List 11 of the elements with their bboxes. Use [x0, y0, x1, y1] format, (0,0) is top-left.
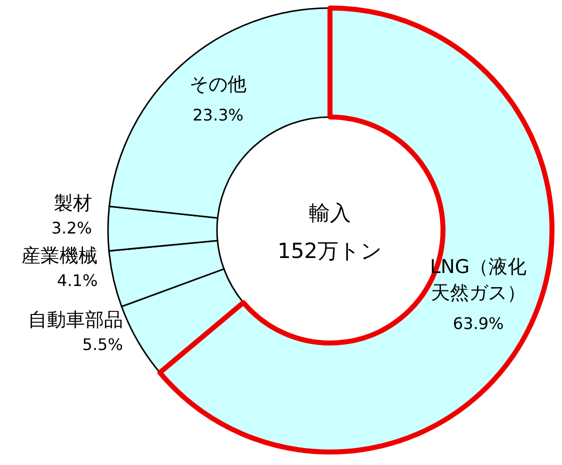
- data-label: 5.5%: [82, 335, 123, 354]
- text: 152万トン: [277, 239, 383, 263]
- data-label: 23.3%: [192, 105, 244, 124]
- text: 輸入: [309, 201, 351, 225]
- data-label: 63.9%: [452, 314, 504, 333]
- slice-label: 製材: [54, 192, 92, 215]
- data-label: 3.2%: [51, 218, 92, 238]
- slice-label: その他: [190, 73, 247, 96]
- slice-label: 自動車部品: [28, 309, 123, 332]
- slice-label: 産業機械: [22, 244, 98, 267]
- data-label: 4.1%: [57, 270, 98, 290]
